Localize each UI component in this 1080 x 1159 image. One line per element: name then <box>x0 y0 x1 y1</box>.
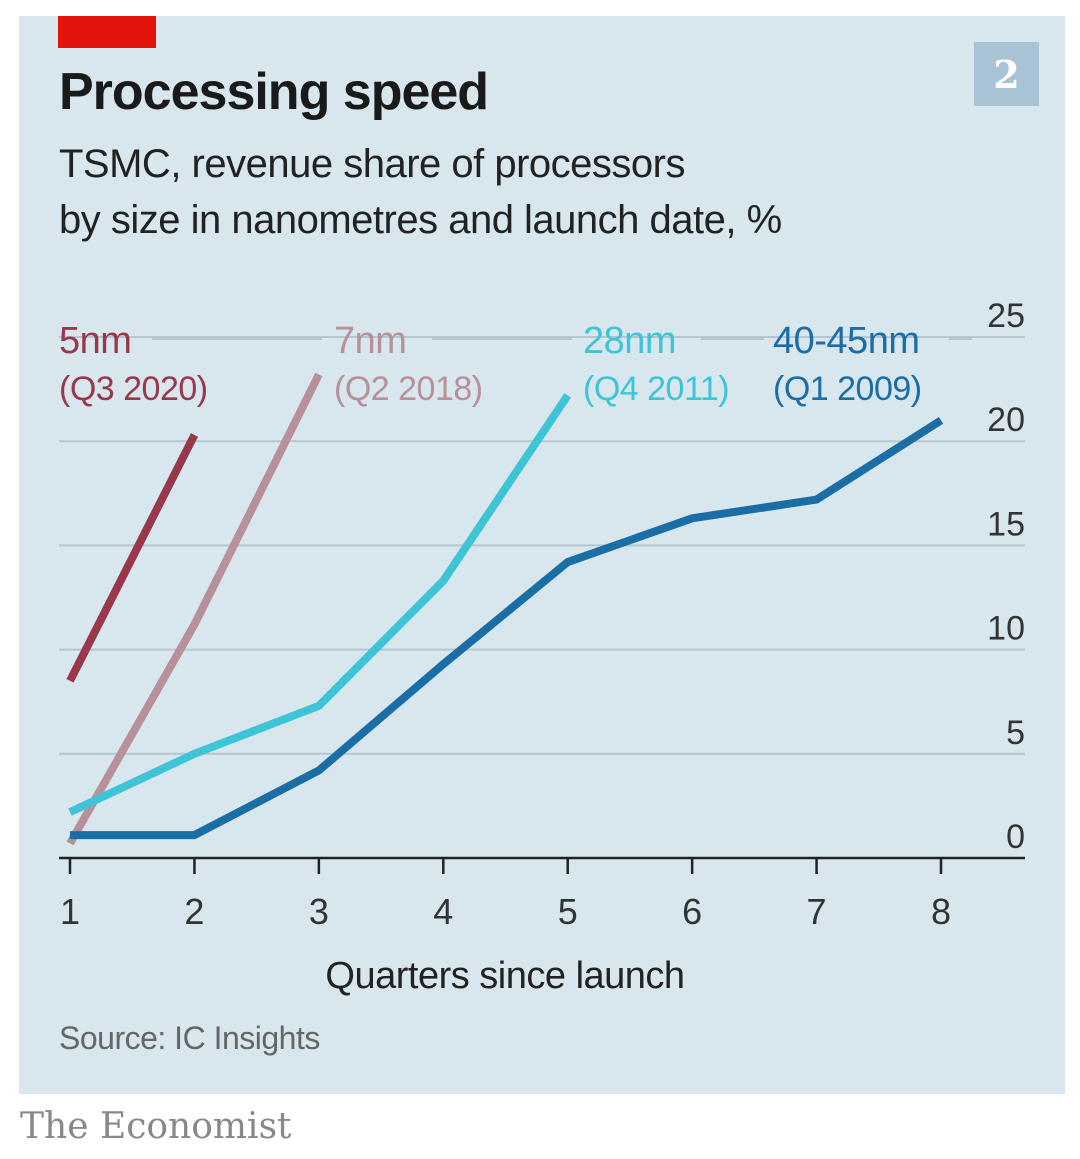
chart-number-badge: 2 <box>974 42 1039 106</box>
y-tick-label: 25 <box>987 297 1025 335</box>
series-label-name: 28nm <box>583 320 676 362</box>
x-tick-label: 8 <box>931 891 951 932</box>
x-tick-label: 4 <box>433 891 453 932</box>
y-tick-label: 10 <box>987 610 1025 648</box>
chart-panel: 2 Processing speed TSMC, revenue share o… <box>19 16 1065 1094</box>
y-tick-label: 20 <box>987 401 1025 439</box>
accent-bar <box>58 16 156 48</box>
series-label-date: (Q4 2011) <box>583 370 729 408</box>
x-tick-label: 5 <box>558 891 578 932</box>
series-line <box>68 393 572 816</box>
gridlines <box>59 336 1025 755</box>
series-label-date: (Q1 2009) <box>773 370 922 408</box>
series-line <box>66 372 323 846</box>
publisher-wordmark: The Economist <box>20 1106 292 1147</box>
x-axis-title: Quarters since launch <box>325 955 684 997</box>
chart-subtitle-line-2: by size in nanometres and launch date, % <box>59 198 782 242</box>
series-label-name: 7nm <box>334 320 406 362</box>
y-tick-label: 15 <box>987 505 1025 543</box>
series-lines <box>66 372 944 846</box>
x-tick-label: 3 <box>309 891 329 932</box>
y-tick-label: 0 <box>1006 818 1025 856</box>
series-line <box>66 433 198 683</box>
x-tick-label: 2 <box>184 891 204 932</box>
series-label-date: (Q3 2020) <box>59 370 208 408</box>
series-line <box>70 416 944 840</box>
series-label-date: (Q2 2018) <box>334 370 483 408</box>
x-tick-label: 6 <box>682 891 702 932</box>
chart-title: Processing speed <box>59 63 489 121</box>
x-tick-label: 1 <box>60 891 80 932</box>
series-label-name: 5nm <box>59 320 131 362</box>
y-tick-label: 5 <box>1006 714 1025 752</box>
axes: 0 5 10 15 20 25 1 2 3 4 5 6 7 8 Quarters since launch <box>59 297 1025 997</box>
series-label-name: 40-45nm <box>773 320 919 362</box>
chart-subtitle-line-1: TSMC, revenue share of processors <box>59 142 685 186</box>
series-labels: 5nm (Q3 2020) 7nm (Q2 2018) 28nm (Q4 2011) 40-… <box>59 320 972 408</box>
source-note: Source: IC Insights <box>59 1020 320 1056</box>
x-tick-label: 7 <box>807 891 827 932</box>
